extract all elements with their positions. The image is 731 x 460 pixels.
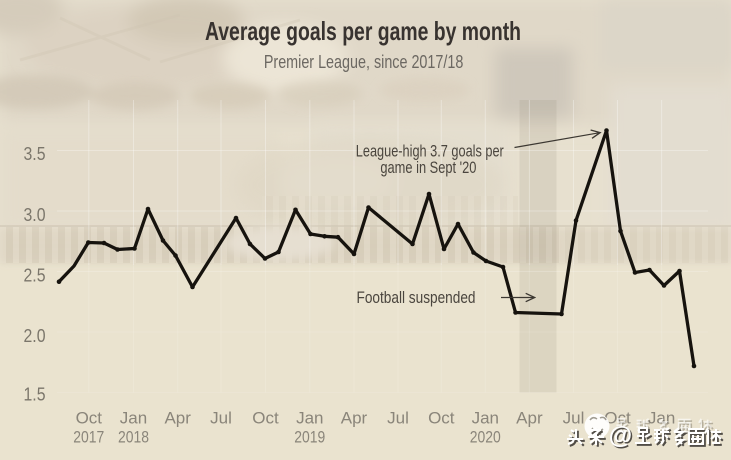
svg-text:Oct: Oct — [252, 409, 279, 428]
svg-text:Jan: Jan — [472, 409, 499, 428]
svg-text:Premier League, since 2017/18: Premier League, since 2017/18 — [264, 51, 464, 72]
svg-text:Jul: Jul — [563, 409, 585, 428]
svg-text:Jul: Jul — [210, 409, 232, 428]
svg-text:Apr: Apr — [164, 409, 191, 428]
svg-text:2020: 2020 — [470, 427, 501, 446]
svg-text:1.5: 1.5 — [24, 383, 46, 404]
svg-text:Oct: Oct — [428, 409, 455, 428]
svg-text:2.5: 2.5 — [24, 265, 46, 286]
svg-text:Jul: Jul — [387, 409, 409, 428]
svg-text:Football suspended: Football suspended — [357, 289, 476, 307]
svg-text:@: @ — [610, 424, 633, 451]
svg-text:Jan: Jan — [120, 409, 147, 428]
svg-text:2.0: 2.0 — [24, 325, 46, 346]
svg-text:3.0: 3.0 — [24, 204, 46, 225]
svg-text:2019: 2019 — [294, 427, 325, 446]
svg-text:game in Sept '20: game in Sept '20 — [380, 159, 476, 177]
svg-text:Jan: Jan — [296, 409, 323, 428]
svg-text:Oct: Oct — [76, 409, 103, 428]
svg-text:2018: 2018 — [118, 427, 149, 446]
svg-text:@: @ — [609, 423, 632, 450]
svg-text:Apr: Apr — [341, 409, 368, 428]
svg-text:3.5: 3.5 — [24, 143, 46, 164]
svg-text:Average goals per game by mont: Average goals per game by month — [205, 16, 521, 46]
svg-text:Apr: Apr — [516, 409, 543, 428]
svg-text:League-high 3.7 goals per: League-high 3.7 goals per — [356, 143, 504, 161]
svg-text:2017: 2017 — [73, 427, 104, 446]
